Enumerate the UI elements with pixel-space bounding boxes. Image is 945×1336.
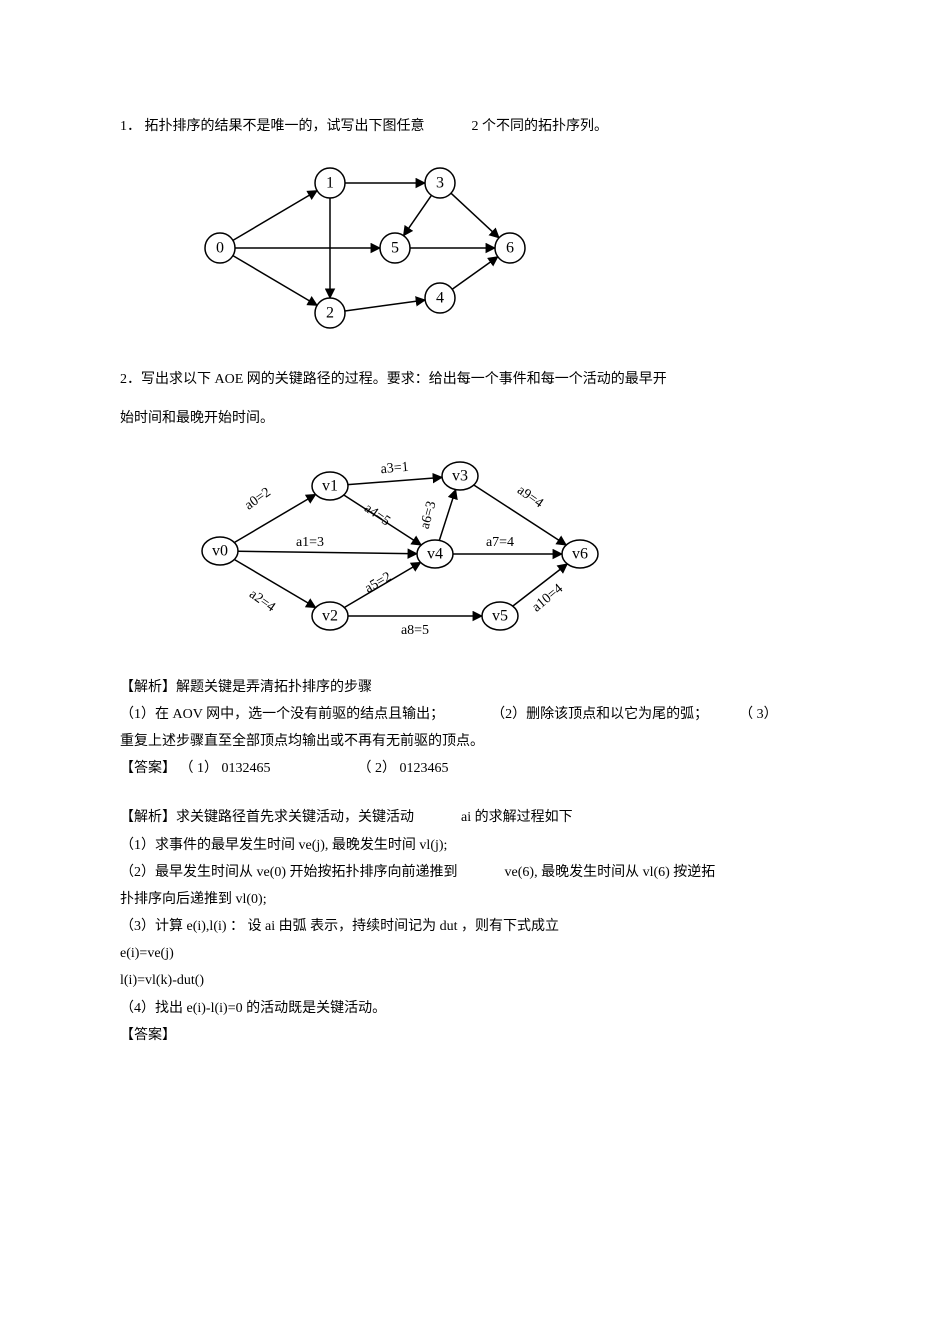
svg-text:a8=5: a8=5: [401, 623, 429, 638]
analysis2-s4: （4）找出 e(i)-l(i)=0 的活动既是关键活动。: [120, 996, 825, 1021]
analysis1-step1: （1）在 AOV 网中，选一个没有前驱的结点且输出；: [120, 707, 444, 722]
svg-text:v3: v3: [452, 467, 468, 484]
svg-text:a3=1: a3=1: [380, 459, 409, 476]
analysis2-answer-label: 【答案】: [120, 1023, 825, 1048]
analysis2-s3: （3）计算 e(i),l(i) ： 设 ai 由弧 表示，持续时间记为 dut …: [120, 914, 825, 939]
svg-text:a5=2: a5=2: [362, 569, 394, 596]
analysis1-answer: 【答案】 （ 1） 0132465 （ 2） 0123465: [120, 756, 825, 781]
analysis2-s2: （2）最早发生时间从 ve(0) 开始按拓扑排序向前递推到 ve(6), 最晚发…: [120, 860, 825, 885]
analysis1-title: 【解析】解题关键是弄清拓扑排序的步骤: [120, 675, 825, 700]
q2-line1: 2．写出求以下 AOE 网的关键路径的过程。要求：给出每一个事件和每一个活动的最…: [120, 367, 825, 392]
question-1: 1． 拓扑排序的结果不是唯一的，试写出下图任意 2 个不同的拓扑序列。 0 1 2 3…: [120, 114, 825, 343]
svg-text:a1=3: a1=3: [296, 535, 324, 550]
svg-text:a9=4: a9=4: [514, 482, 546, 510]
analysis2-s1: （1）求事件的最早发生时间 ve(j), 最晚发生时间 vl(j);: [120, 833, 825, 858]
a2-label: （ 2）: [358, 761, 397, 776]
svg-text:a4=5: a4=5: [361, 500, 393, 528]
q1-prompt-suffix: 2 个不同的拓扑序列。: [472, 119, 609, 134]
svg-text:v5: v5: [492, 607, 508, 624]
svg-text:a7=4: a7=4: [486, 535, 514, 550]
answer-label: 【答案】: [120, 761, 176, 776]
analysis1-steps: （1）在 AOV 网中，选一个没有前驱的结点且输出； （2）删除该顶点和以它为尾…: [120, 702, 825, 727]
a1-value: 0132465: [222, 761, 271, 776]
svg-text:3: 3: [436, 175, 444, 192]
svg-text:2: 2: [326, 305, 334, 322]
q1-graph: 0 1 2 3 4 5 6: [180, 153, 825, 343]
svg-text:a2=4: a2=4: [246, 586, 278, 614]
svg-text:v1: v1: [322, 477, 338, 494]
analysis2-title-a: 【解析】求关键路径首先求关键活动，关键活动: [120, 810, 414, 825]
svg-text:6: 6: [506, 240, 514, 257]
svg-text:a10=4: a10=4: [529, 581, 566, 615]
analysis2-s2a: （2）最早发生时间从 ve(0) 开始按拓扑排序向前递推到: [120, 865, 458, 880]
svg-text:v0: v0: [212, 542, 228, 559]
analysis2-s2c: 扑排序向后递推到 vl(0);: [120, 887, 825, 912]
q2-line2: 始时间和最晚开始时间。: [120, 406, 825, 431]
analysis2-title-b: ai 的求解过程如下: [461, 810, 573, 825]
svg-text:0: 0: [216, 240, 224, 257]
analysis2-s2b: ve(6), 最晚发生时间从 vl(6) 按逆拓: [505, 865, 716, 880]
svg-text:a0=2: a0=2: [242, 484, 274, 512]
analysis-1: 【解析】解题关键是弄清拓扑排序的步骤 （1）在 AOV 网中，选一个没有前驱的结…: [120, 675, 825, 782]
analysis2-title: 【解析】求关键路径首先求关键活动，关键活动 ai 的求解过程如下: [120, 805, 825, 830]
svg-text:4: 4: [436, 290, 444, 307]
a2-value: 0123465: [400, 761, 449, 776]
svg-text:v6: v6: [572, 545, 588, 562]
svg-text:5: 5: [391, 240, 399, 257]
svg-text:a6=3: a6=3: [418, 499, 440, 530]
svg-text:v4: v4: [427, 545, 443, 562]
analysis1-step-cont: 重复上述步骤直至全部顶点均输出或不再有无前驱的顶点。: [120, 729, 825, 754]
question-2: 2．写出求以下 AOE 网的关键路径的过程。要求：给出每一个事件和每一个活动的最…: [120, 367, 825, 650]
q2-graph: a0=2 a1=3 a2=4 a3=1 a4=5 a5=2 a6=3 a7=4 a8=5 a9=4…: [180, 446, 825, 651]
svg-text:v2: v2: [322, 607, 338, 624]
analysis1-step2: （2）删除该顶点和以它为尾的弧；: [491, 707, 708, 722]
analysis-2: 【解析】求关键路径首先求关键活动，关键活动 ai 的求解过程如下 （1）求事件的…: [120, 805, 825, 1048]
analysis2-eq1: e(i)=ve(j): [120, 941, 825, 966]
analysis1-step3: （ 3）: [739, 707, 778, 722]
a1-label: （ 1）: [180, 761, 219, 776]
q1-prompt-prefix: 1． 拓扑排序的结果不是唯一的，试写出下图任意: [120, 119, 425, 134]
q1-prompt: 1． 拓扑排序的结果不是唯一的，试写出下图任意 2 个不同的拓扑序列。: [120, 114, 825, 139]
analysis2-eq2: l(i)=vl(k)-dut(): [120, 968, 825, 993]
svg-text:1: 1: [326, 175, 334, 192]
